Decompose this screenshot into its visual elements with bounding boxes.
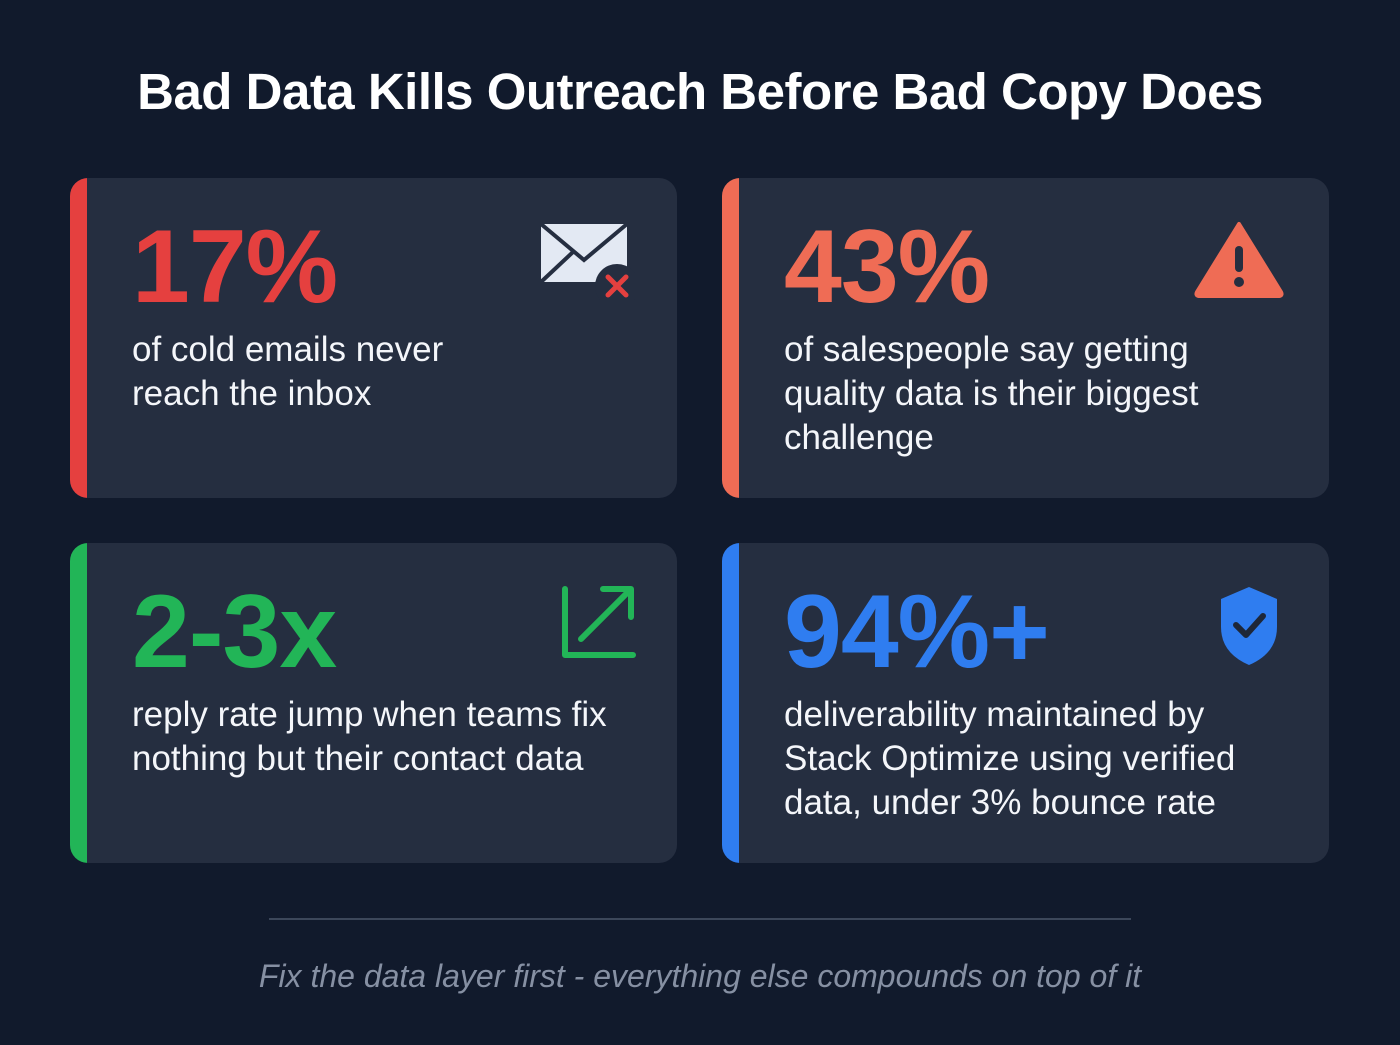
stat-card-deliverability: 94%+ deliverability maintained by Stack …	[722, 543, 1329, 863]
stat-description: of cold emails never reach the inbox	[132, 330, 444, 413]
accent-strip	[70, 178, 87, 498]
warning-icon	[1189, 218, 1289, 298]
verified-shield-icon	[1189, 583, 1289, 667]
stat-value: 2-3x	[132, 574, 337, 690]
accent-strip	[722, 178, 739, 498]
stat-description: reply rate jump when teams fix nothing b…	[132, 695, 607, 778]
footer-tagline: Fix the data layer first - everything el…	[258, 958, 1142, 994]
stat-card-quality-data: 43% of salespeople say getting quality d…	[722, 178, 1329, 498]
stat-value: 17%	[132, 209, 338, 325]
divider	[269, 918, 1131, 920]
stat-value: 43%	[784, 209, 990, 325]
stat-description: of salespeople say getting quality data …	[784, 330, 1199, 457]
accent-strip	[722, 543, 739, 863]
stat-card-cold-emails: 17% of cold emails never reach the inbox	[70, 178, 677, 498]
email-failed-icon	[535, 220, 639, 308]
stat-description: deliverability maintained by Stack Optim…	[784, 695, 1236, 822]
stat-card-reply-rate: 2-3x reply rate jump when teams fix noth…	[70, 543, 677, 863]
accent-strip	[70, 543, 87, 863]
page-title: Bad Data Kills Outreach Before Bad Copy …	[137, 63, 1263, 120]
growth-arrow-icon	[537, 583, 637, 663]
stat-value: 94%+	[784, 574, 1050, 690]
